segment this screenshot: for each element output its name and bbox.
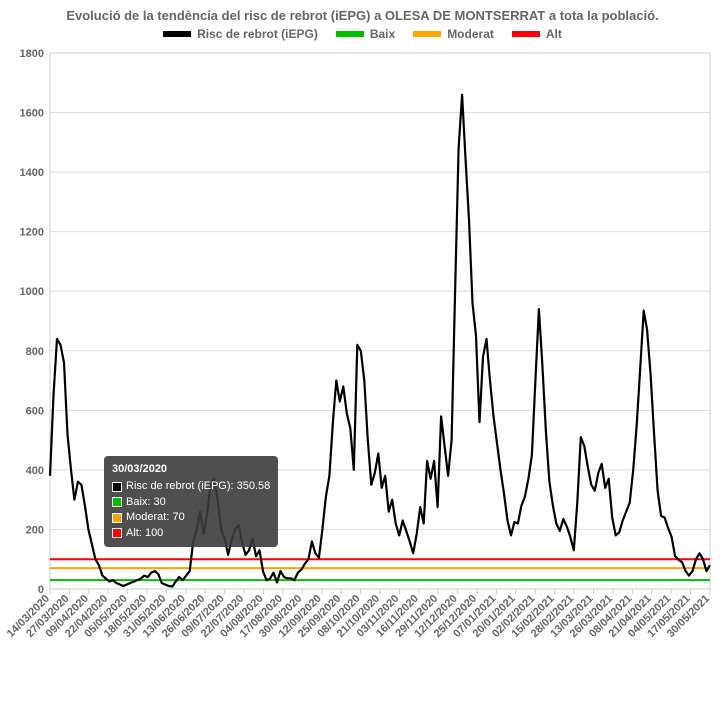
svg-text:1600: 1600 bbox=[20, 108, 44, 120]
legend-label: Risc de rebrot (iEPG) bbox=[197, 27, 318, 41]
svg-text:200: 200 bbox=[26, 524, 44, 536]
chart-title: Evolució de la tendència del risc de reb… bbox=[0, 0, 725, 27]
svg-text:1200: 1200 bbox=[20, 227, 44, 239]
svg-text:800: 800 bbox=[26, 346, 44, 358]
legend-item-alt: Alt bbox=[512, 27, 562, 41]
chart-area[interactable]: 02004006008001000120014001600180014/03/2… bbox=[0, 49, 725, 689]
legend: Risc de rebrot (iEPG) Baix Moderat Alt bbox=[0, 27, 725, 49]
svg-text:1000: 1000 bbox=[20, 286, 44, 298]
legend-swatch bbox=[512, 31, 540, 37]
legend-item-moderat: Moderat bbox=[413, 27, 494, 41]
legend-item-iepg: Risc de rebrot (iEPG) bbox=[163, 27, 318, 41]
legend-swatch bbox=[163, 31, 191, 37]
chart-svg: 02004006008001000120014001600180014/03/2… bbox=[0, 49, 725, 689]
svg-text:400: 400 bbox=[26, 465, 44, 477]
legend-label: Moderat bbox=[447, 27, 494, 41]
legend-swatch bbox=[336, 31, 364, 37]
legend-swatch bbox=[413, 31, 441, 37]
svg-text:600: 600 bbox=[26, 405, 44, 417]
legend-label: Baix bbox=[370, 27, 395, 41]
legend-item-baix: Baix bbox=[336, 27, 395, 41]
svg-text:1400: 1400 bbox=[20, 167, 44, 179]
svg-text:1800: 1800 bbox=[20, 49, 44, 60]
legend-label: Alt bbox=[546, 27, 562, 41]
